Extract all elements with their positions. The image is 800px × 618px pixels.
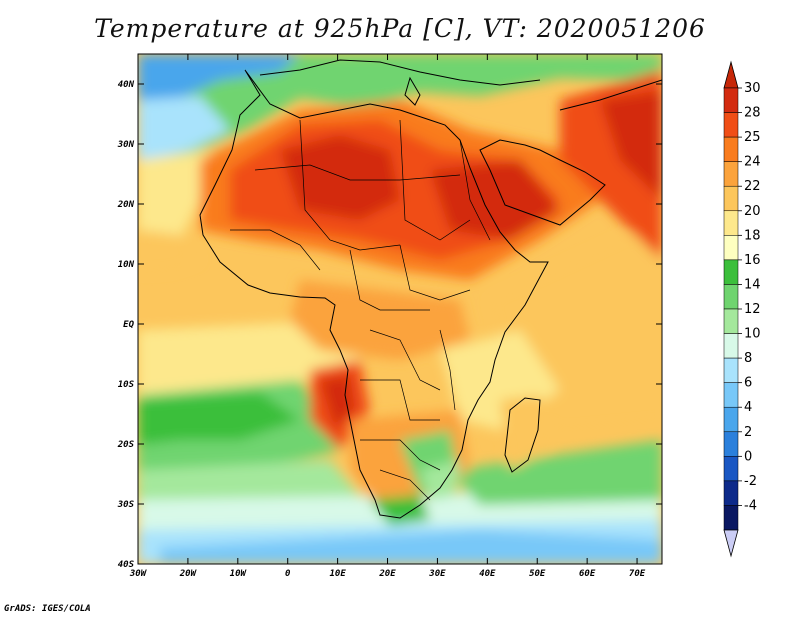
colorbar-swatch (723, 87, 739, 113)
latitude-axis: 40N 30N 20N 10N EQ 10S 20S 30S 40S (117, 80, 662, 570)
colorbar-swatch (723, 333, 739, 359)
colorbar-swatch (723, 185, 739, 212)
colorbar-label: 16 (744, 253, 761, 268)
lon-tick-label: 40E (479, 569, 496, 579)
chart-title: Temperature at 925hPa [C], VT: 202005120… (94, 14, 706, 43)
lon-tick-label: 10W (230, 569, 248, 579)
colorbar-label: 0 (744, 449, 752, 464)
colorbar-swatch (723, 112, 739, 138)
colorbar-label: 8 (744, 351, 752, 366)
lat-tick-label: 40N (118, 80, 135, 90)
colorbar-swatch (723, 456, 739, 482)
lon-tick-label: 0 (285, 569, 291, 579)
colorbar-swatch (723, 480, 739, 506)
colorbar-label: 2 (744, 425, 752, 440)
colorbar-label: 6 (744, 376, 752, 391)
lon-tick-label: 50E (529, 569, 546, 579)
temperature-field (138, 54, 662, 564)
colorbar-bottom-arrow (723, 529, 739, 558)
coastlines (199, 59, 662, 519)
colorbar-top-arrow (723, 60, 739, 89)
colorbar-swatch (723, 210, 739, 236)
lon-tick-label: 30W (129, 569, 148, 579)
colorbar-label: -4 (744, 498, 757, 513)
colorbar-swatch (723, 431, 739, 457)
lat-tick-label: 20S (117, 440, 135, 450)
colorbar-label: 4 (744, 400, 752, 415)
colorbar-swatch (723, 357, 739, 383)
colorbar-label: 30 (744, 81, 761, 96)
colorbar-swatch (723, 406, 739, 433)
colorbar-swatch (723, 382, 739, 408)
colorbar-label: 22 (744, 179, 761, 194)
lat-tick-label: 10N (118, 260, 135, 270)
lon-tick-label: 60E (579, 569, 596, 579)
map-frame (137, 53, 663, 565)
colorbar-label: 28 (744, 106, 761, 121)
colorbar-label: 14 (744, 277, 761, 292)
credit-text: GrADS: IGES/COLA (4, 604, 91, 614)
colorbar-swatch (723, 235, 739, 261)
colorbar-swatch (723, 505, 739, 531)
colorbar-swatch (723, 308, 739, 334)
colorbar-label: 25 (744, 130, 761, 145)
lon-tick-label: 10E (329, 569, 346, 579)
colorbar-label: 12 (744, 302, 761, 317)
lon-tick-label: 20E (378, 569, 396, 579)
colorbar-swatch (723, 136, 739, 162)
colorbar-label: 18 (744, 228, 761, 243)
lat-tick-label: 30S (117, 500, 135, 510)
lat-tick-label: 40S (118, 560, 135, 570)
colorbar-swatch (723, 284, 739, 310)
colorbar-label: -2 (744, 474, 757, 489)
colorbar-label: 10 (744, 327, 761, 342)
lon-tick-label: 70E (629, 569, 646, 579)
colorbar-swatch (723, 161, 739, 187)
lat-tick-label: EQ (123, 320, 134, 330)
longitude-axis: 30W 20W 10W 0 10E 20E 30E 40E 50E 60E 70E (129, 54, 646, 579)
lat-tick-label: 10S (118, 380, 135, 390)
colorbar-swatch (723, 259, 739, 285)
lon-tick-label: 30E (428, 569, 446, 579)
colorbar-label: 20 (744, 204, 761, 219)
colorbar-label: 24 (744, 155, 761, 170)
country-borders (230, 119, 491, 501)
lon-tick-label: 20W (179, 569, 198, 579)
lat-tick-label: 30N (117, 140, 135, 150)
lat-tick-label: 20N (117, 200, 135, 210)
